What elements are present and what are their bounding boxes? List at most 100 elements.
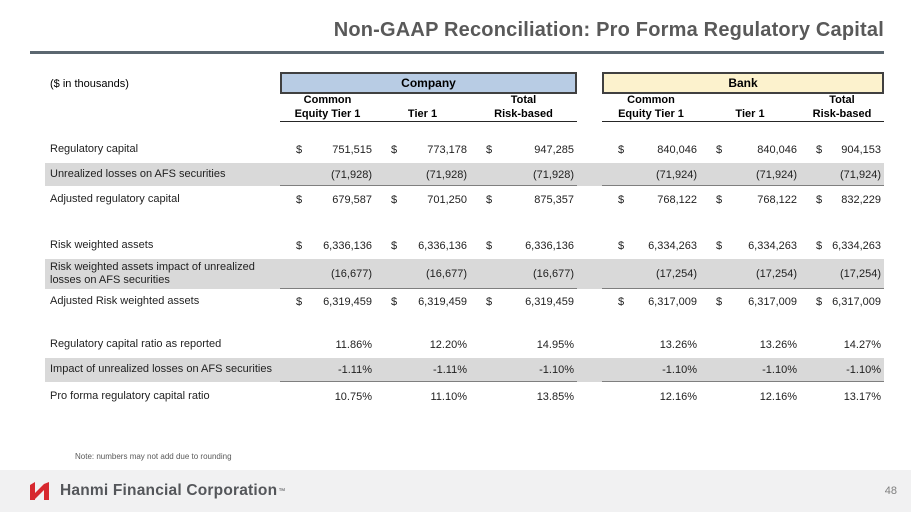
footer-bar: Hanmi Financial Corporation ™ 48 — [0, 470, 911, 512]
table-cell: $6,334,263 — [816, 240, 881, 252]
table-cell: (71,924) — [840, 168, 881, 181]
units-label: ($ in thousands) — [50, 78, 129, 90]
table-cell: (16,677) — [426, 268, 467, 280]
table-cell: $6,317,009 — [618, 295, 697, 308]
table-cell: $840,046 — [716, 143, 797, 156]
table-cell: $6,319,459 — [391, 295, 467, 308]
page-number: 48 — [884, 485, 897, 497]
row-label: Risk weighted assets impact of unrealize… — [50, 260, 255, 286]
row-label: Regulatory capital ratio as reported — [50, 337, 222, 350]
table-cell: $773,178 — [391, 143, 467, 156]
row-label: Risk weighted assets — [50, 239, 154, 252]
table-cell: $6,336,136 — [486, 240, 574, 252]
title-divider — [30, 51, 884, 54]
table-cell: $6,334,263 — [618, 240, 697, 252]
table-row: Regulatory capital $751,515 $773,178 $94… — [45, 136, 884, 163]
table-cell: $6,319,459 — [296, 295, 372, 308]
table-cell: (71,924) — [656, 168, 697, 181]
table-cell: $701,250 — [391, 194, 467, 206]
col-header-tier1: Tier 1 — [735, 107, 765, 120]
row-label: Adjusted Risk weighted assets — [50, 294, 200, 307]
table-cell: $768,122 — [618, 194, 697, 206]
table-row: Adjusted Risk weighted assets $6,319,459… — [45, 289, 884, 314]
row-label: Adjusted regulatory capital — [50, 193, 180, 206]
table-cell: -1.10% — [762, 364, 797, 376]
reconciliation-table: Company Bank Common Equity Tier 1 Tier 1 … — [45, 72, 884, 412]
subtotal-rule — [602, 288, 884, 289]
table-group-header-row: Company Bank — [45, 72, 884, 94]
table-cell: -1.10% — [662, 364, 697, 376]
col-header-tier1: Tier 1 — [407, 107, 438, 120]
company-logo: Hanmi Financial Corporation ™ — [28, 480, 285, 502]
table-cell: 10.75% — [334, 391, 372, 403]
table-row: Pro forma regulatory capital ratio 10.75… — [45, 382, 884, 412]
table-cell: (17,254) — [656, 268, 697, 280]
table-cell: 12.16% — [759, 391, 797, 403]
page-title: Non-GAAP Reconciliation: Pro Forma Regul… — [333, 19, 884, 41]
table-cell: $679,587 — [296, 194, 372, 206]
bank-group-header: Bank — [602, 72, 884, 94]
row-label: Impact of unrealized losses on AFS secur… — [50, 363, 272, 376]
table-cell: (71,928) — [331, 168, 372, 181]
table-cell: -1.11% — [432, 364, 467, 376]
table-cell: (17,254) — [840, 268, 881, 280]
table-cell: 13.26% — [659, 338, 697, 351]
table-column-header-row: Common Equity Tier 1 Tier 1 Total Risk-bas… — [45, 94, 884, 122]
table-cell: 13.17% — [843, 391, 881, 403]
table-cell: (16,677) — [331, 268, 372, 280]
subtotal-rule — [602, 185, 884, 186]
table-cell: $947,285 — [486, 143, 574, 156]
subtotal-rule — [280, 381, 577, 382]
col-header-cet1: Common Equity Tier 1 — [294, 94, 361, 120]
table-cell: (16,677) — [533, 268, 574, 280]
company-group-header: Company — [280, 72, 577, 94]
table-row: Risk weighted assets $6,336,136 $6,336,1… — [45, 233, 884, 259]
table-row-shaded: Risk weighted assets impact of unrealize… — [45, 259, 884, 289]
row-label: Regulatory capital — [50, 142, 139, 155]
table-cell: -1.10% — [539, 364, 574, 376]
table-row-shaded: Impact of unrealized losses on AFS secur… — [45, 358, 884, 382]
col-header-total-risk-based: Total Risk-based — [812, 94, 872, 120]
table-cell: $6,334,263 — [716, 240, 797, 252]
table-cell: -1.11% — [337, 364, 372, 376]
table-cell: -1.10% — [846, 364, 881, 376]
header-underline — [602, 121, 884, 122]
table-cell: $768,122 — [716, 194, 797, 206]
subtotal-rule — [602, 381, 884, 382]
col-header-cet1: Common Equity Tier 1 — [618, 94, 684, 120]
table-cell: $6,336,136 — [391, 240, 467, 252]
col-header-total-risk-based: Total Risk-based — [494, 94, 553, 120]
table-cell: $6,319,459 — [486, 295, 574, 308]
table-cell: $832,229 — [816, 194, 881, 206]
table-row: Regulatory capital ratio as reported 11.… — [45, 331, 884, 358]
row-label: Pro forma regulatory capital ratio — [50, 390, 210, 403]
table-cell: 13.26% — [759, 338, 797, 351]
table-cell: $6,336,136 — [296, 240, 372, 252]
table-cell: $6,317,009 — [716, 295, 797, 308]
table-cell: $6,317,009 — [816, 295, 881, 308]
trademark-symbol: ™ — [278, 487, 286, 495]
table-cell: 11.86% — [335, 338, 373, 351]
table-row-shaded: Unrealized losses on AFS securities (71,… — [45, 163, 884, 186]
table-cell: $904,153 — [816, 143, 881, 156]
table-cell: $875,357 — [486, 194, 574, 206]
table-cell: $751,515 — [296, 143, 372, 156]
header-underline — [280, 121, 577, 122]
table-cell: $840,046 — [618, 143, 697, 156]
table-cell: 13.85% — [536, 391, 574, 403]
table-cell: (71,928) — [533, 168, 574, 181]
subtotal-rule — [280, 288, 577, 289]
hanmi-logo-icon — [28, 480, 52, 502]
table-cell: (71,924) — [756, 168, 797, 181]
table-cell: 12.20% — [429, 338, 467, 351]
table-cell: (71,928) — [426, 168, 467, 181]
table-row: Adjusted regulatory capital $679,587 $70… — [45, 186, 884, 214]
table-cell: 11.10% — [430, 391, 468, 403]
subtotal-rule — [280, 185, 577, 186]
table-cell: 14.27% — [843, 338, 881, 351]
table-cell: 14.95% — [536, 338, 574, 351]
table-cell: 12.16% — [659, 391, 697, 403]
row-label: Unrealized losses on AFS securities — [50, 167, 226, 180]
company-name: Hanmi Financial Corporation — [60, 482, 278, 499]
